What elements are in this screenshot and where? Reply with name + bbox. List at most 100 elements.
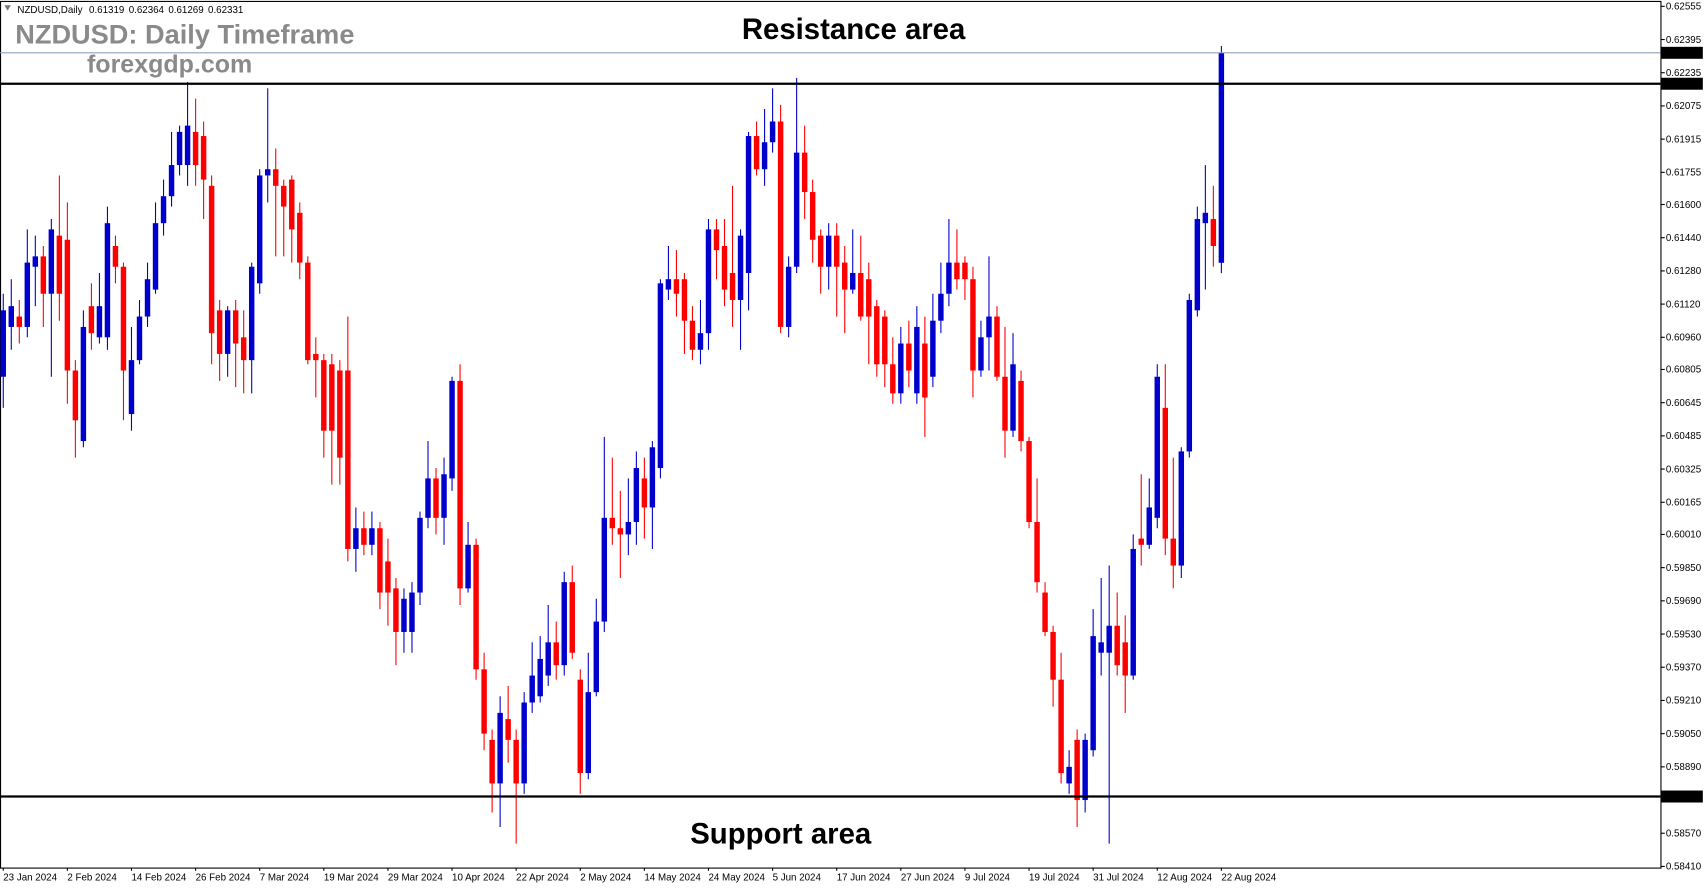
candle-body <box>184 125 191 166</box>
candle-body <box>16 316 23 327</box>
candle-body <box>489 739 495 784</box>
candle-body <box>329 364 335 431</box>
x-tick-label: 19 Mar 2024 <box>324 873 379 884</box>
candle-body <box>1186 299 1193 452</box>
candle-body <box>425 478 431 518</box>
candle-body <box>96 306 103 338</box>
candle-body <box>136 316 143 361</box>
candle-body <box>850 272 856 290</box>
y-tick-label: 0.59370 <box>1666 663 1702 674</box>
candle-body <box>305 262 311 361</box>
x-tick-label: 10 Apr 2024 <box>452 873 505 884</box>
candle-body <box>801 152 808 193</box>
candle-body <box>858 272 864 317</box>
candle-body <box>160 196 167 224</box>
candle-body <box>1066 766 1072 784</box>
header-close: 0.62331 <box>208 5 243 16</box>
candle-body <box>1170 538 1177 566</box>
x-tick-label: 19 Jul 2024 <box>1029 873 1080 884</box>
candle-body <box>120 266 127 371</box>
level-price-label: 0.58747 <box>1665 792 1700 803</box>
candle-body <box>1090 636 1096 751</box>
candle-body <box>24 262 31 327</box>
candle-body <box>417 517 423 593</box>
y-tick-label: 0.60010 <box>1666 530 1702 541</box>
candle-body <box>906 343 912 371</box>
candle-body <box>321 360 327 431</box>
candle-body <box>946 262 952 294</box>
candle-body <box>1162 407 1169 539</box>
candle-body <box>433 478 439 518</box>
candle-body <box>673 279 680 294</box>
candle-body <box>216 310 223 354</box>
y-tick-label: 0.59850 <box>1666 563 1702 574</box>
candle-body <box>793 152 800 267</box>
candle-body <box>1082 739 1088 801</box>
y-tick-label: 0.59210 <box>1666 696 1702 707</box>
candle-body <box>914 326 920 394</box>
candle-body <box>32 256 39 267</box>
y-tick-label: 0.62075 <box>1666 101 1702 112</box>
candle-body <box>409 592 415 632</box>
candle-body <box>112 246 119 267</box>
candle-body <box>248 266 255 361</box>
candle-body <box>681 279 688 321</box>
candle-body <box>1146 507 1152 545</box>
candle-body <box>273 169 279 186</box>
candle-body <box>297 212 303 263</box>
x-tick-label: 22 Aug 2024 <box>1221 873 1276 884</box>
candle-body <box>809 192 816 240</box>
candle-body <box>0 310 6 377</box>
y-tick-label: 0.60960 <box>1666 333 1702 344</box>
x-tick-label: 31 Jul 2024 <box>1093 873 1144 884</box>
header-low: 0.61269 <box>168 5 203 16</box>
x-tick-label: 7 Mar 2024 <box>260 873 310 884</box>
y-tick-label: 0.59530 <box>1666 629 1702 640</box>
annotation: Support area <box>690 818 872 851</box>
candle-body <box>898 343 904 394</box>
header-high: 0.62364 <box>129 5 165 16</box>
header: NZDUSD,Daily 0.61319 0.62364 0.61269 0.62331 <box>17 5 243 16</box>
candle-body <box>561 582 567 666</box>
x-tick-label: 24 May 2024 <box>708 873 765 884</box>
candle-body <box>353 528 359 549</box>
y-tick-label: 0.61280 <box>1666 266 1702 277</box>
y-tick-label: 0.59050 <box>1666 729 1702 740</box>
candle-body <box>281 185 287 207</box>
candle-body <box>665 279 672 290</box>
candle-body <box>817 235 824 267</box>
candle-body <box>1074 739 1080 801</box>
candle-body <box>513 739 519 784</box>
candle-body <box>1002 376 1008 431</box>
symbol-icon <box>4 5 11 11</box>
candle-body <box>152 223 159 290</box>
candle-body <box>377 528 383 593</box>
candle-body <box>930 320 936 377</box>
candle-body <box>168 165 175 197</box>
candle-body <box>401 598 407 632</box>
candle-body <box>361 528 367 545</box>
candle-body <box>753 136 760 170</box>
candle-body <box>1018 380 1024 442</box>
x-tick-label: 5 Jun 2024 <box>773 873 822 884</box>
candle-body <box>761 142 768 170</box>
y-tick-label: 0.60485 <box>1666 431 1702 442</box>
y-tick-label: 0.60325 <box>1666 464 1702 475</box>
candle-body <box>369 528 375 545</box>
x-tick-label: 17 Jun 2024 <box>837 873 891 884</box>
candle-body <box>88 306 95 334</box>
candle-body <box>481 669 487 734</box>
candle-body <box>1194 219 1201 311</box>
candle-body <box>1202 212 1209 224</box>
candle-body <box>962 262 968 280</box>
candle-body <box>569 582 575 653</box>
candle-body <box>769 121 776 143</box>
header-open: 0.61319 <box>89 5 124 16</box>
candle-body <box>289 179 295 230</box>
y-tick-label: 0.59690 <box>1666 596 1702 607</box>
candle-body <box>48 229 55 294</box>
candle-body <box>1106 625 1112 653</box>
candle-body <box>176 131 183 166</box>
